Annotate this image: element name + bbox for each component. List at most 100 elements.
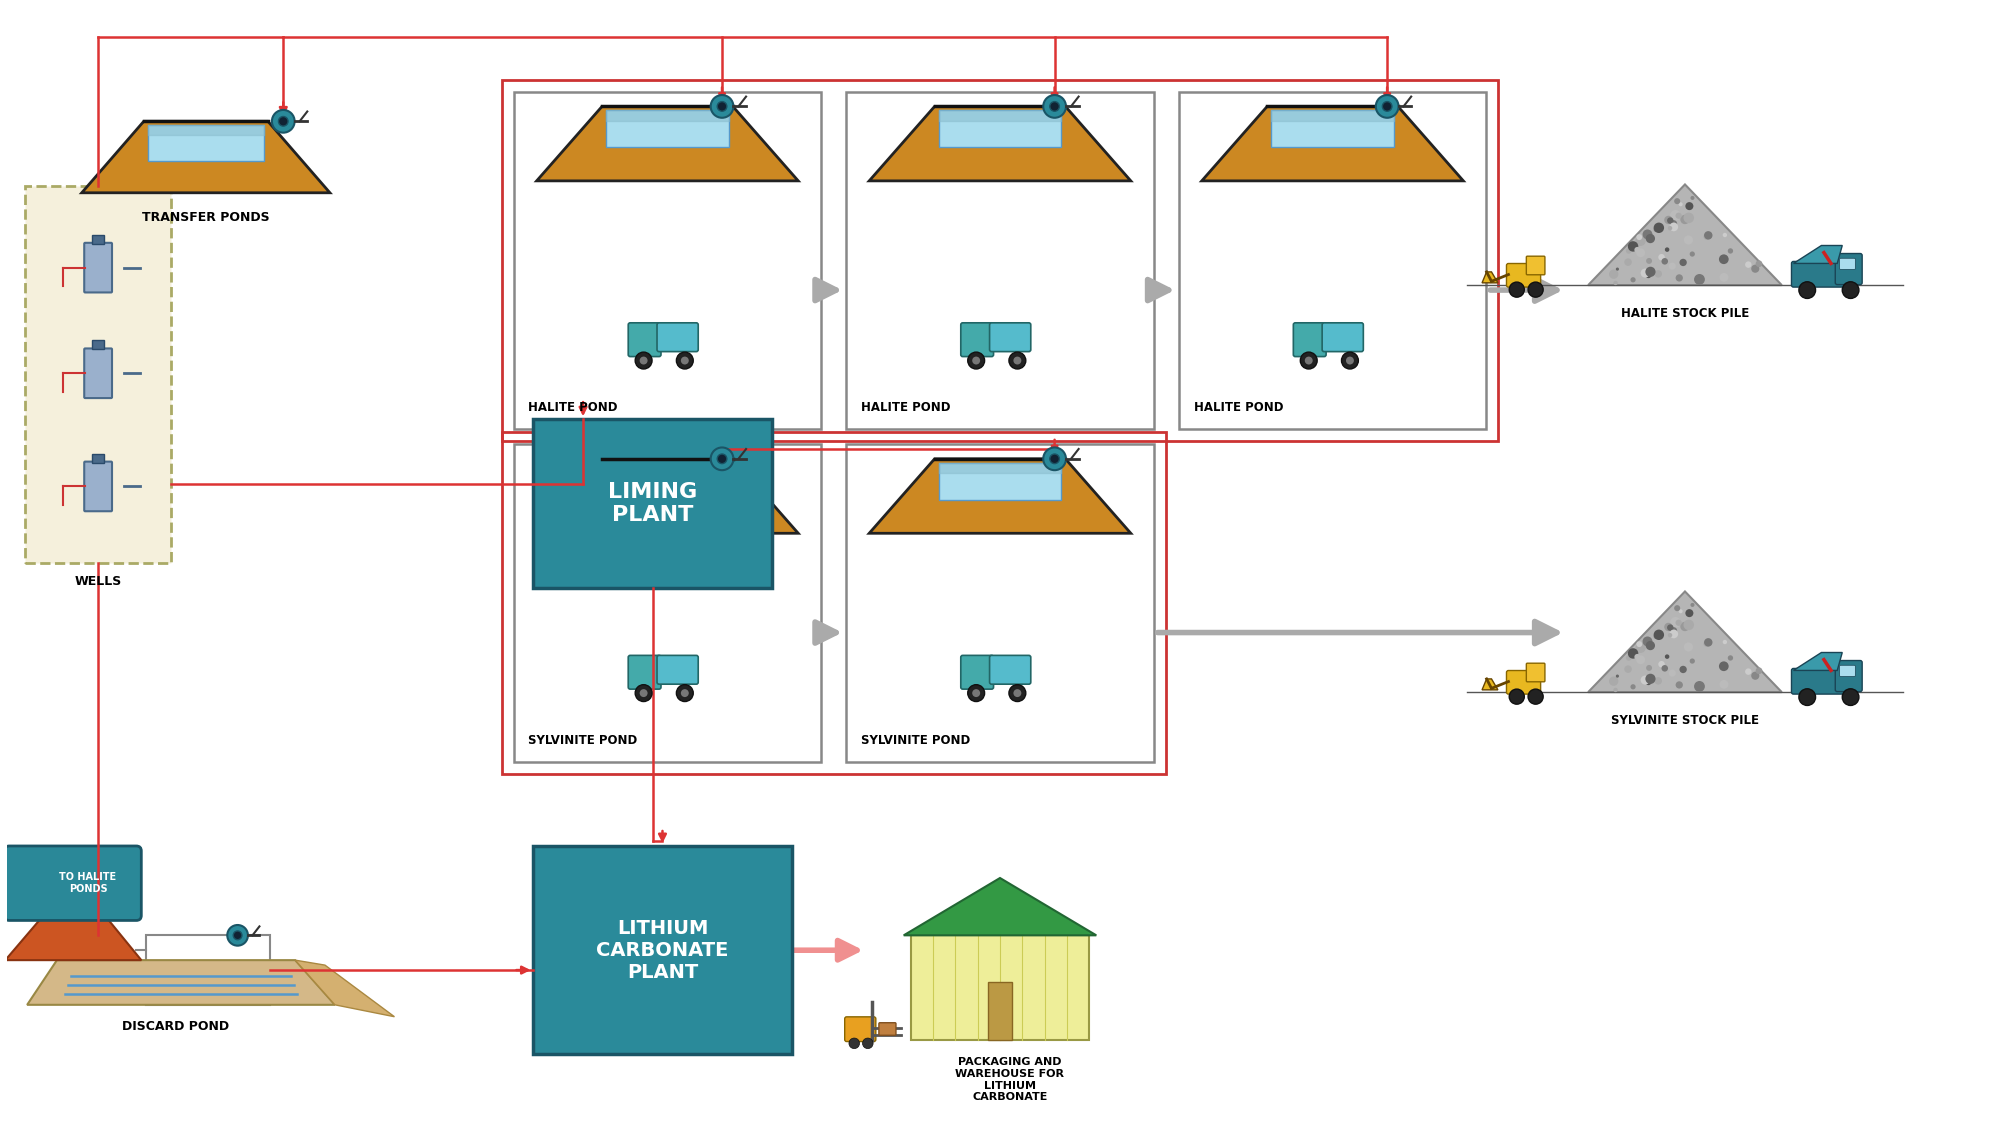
Circle shape bbox=[1646, 673, 1656, 684]
Circle shape bbox=[1704, 640, 1710, 647]
Polygon shape bbox=[606, 111, 728, 147]
FancyBboxPatch shape bbox=[628, 655, 660, 689]
FancyBboxPatch shape bbox=[990, 322, 1030, 352]
Circle shape bbox=[676, 685, 694, 702]
Circle shape bbox=[1704, 638, 1712, 647]
Circle shape bbox=[1658, 254, 1664, 261]
Circle shape bbox=[968, 352, 984, 369]
Circle shape bbox=[1630, 685, 1636, 689]
Circle shape bbox=[272, 110, 294, 133]
Circle shape bbox=[1718, 255, 1728, 264]
FancyBboxPatch shape bbox=[26, 186, 172, 563]
Circle shape bbox=[1670, 221, 1678, 227]
Circle shape bbox=[1722, 640, 1728, 645]
Circle shape bbox=[1300, 352, 1318, 369]
Bar bbox=[92, 234, 104, 243]
FancyBboxPatch shape bbox=[960, 322, 994, 357]
Circle shape bbox=[1704, 231, 1712, 240]
Circle shape bbox=[1616, 674, 1618, 678]
Circle shape bbox=[1628, 241, 1638, 251]
Circle shape bbox=[1756, 668, 1762, 674]
Circle shape bbox=[1680, 215, 1690, 224]
FancyBboxPatch shape bbox=[1836, 661, 1862, 692]
Polygon shape bbox=[938, 111, 1062, 147]
Circle shape bbox=[680, 357, 688, 365]
Circle shape bbox=[1044, 95, 1066, 118]
FancyBboxPatch shape bbox=[1322, 322, 1364, 352]
Circle shape bbox=[1014, 689, 1022, 697]
Polygon shape bbox=[938, 463, 1062, 499]
FancyBboxPatch shape bbox=[534, 846, 792, 1055]
Circle shape bbox=[1690, 195, 1694, 200]
Circle shape bbox=[1690, 602, 1694, 607]
Circle shape bbox=[1654, 634, 1658, 639]
Circle shape bbox=[1720, 680, 1728, 689]
Circle shape bbox=[636, 352, 652, 369]
Circle shape bbox=[848, 1038, 860, 1048]
FancyBboxPatch shape bbox=[658, 655, 698, 685]
Circle shape bbox=[1676, 620, 1682, 626]
Circle shape bbox=[1628, 648, 1638, 658]
Circle shape bbox=[1680, 258, 1686, 266]
Circle shape bbox=[968, 685, 984, 702]
Text: SYLVINITE POND: SYLVINITE POND bbox=[862, 734, 970, 746]
Polygon shape bbox=[1202, 106, 1464, 181]
Circle shape bbox=[1670, 223, 1678, 231]
Circle shape bbox=[680, 689, 688, 697]
Circle shape bbox=[1798, 689, 1816, 705]
Polygon shape bbox=[28, 960, 334, 1005]
Bar bbox=[988, 982, 1012, 1040]
Text: WELLS: WELLS bbox=[74, 575, 122, 588]
Circle shape bbox=[1636, 235, 1646, 246]
FancyBboxPatch shape bbox=[628, 322, 660, 357]
Circle shape bbox=[1668, 226, 1672, 231]
Circle shape bbox=[1642, 230, 1652, 239]
Circle shape bbox=[1646, 679, 1652, 685]
Circle shape bbox=[1664, 623, 1672, 631]
Text: TRANSFER PONDS: TRANSFER PONDS bbox=[142, 210, 270, 224]
Circle shape bbox=[718, 102, 726, 111]
Circle shape bbox=[1718, 662, 1728, 671]
Circle shape bbox=[1674, 198, 1680, 205]
Text: HALITE POND: HALITE POND bbox=[862, 401, 950, 414]
Circle shape bbox=[1654, 223, 1664, 233]
Circle shape bbox=[1646, 258, 1652, 264]
Text: LITHIUM
CARBONATE
PLANT: LITHIUM CARBONATE PLANT bbox=[596, 919, 728, 982]
Text: HALITE POND: HALITE POND bbox=[528, 401, 618, 414]
Circle shape bbox=[1304, 357, 1312, 365]
Text: LIMING
PLANT: LIMING PLANT bbox=[608, 482, 698, 525]
Circle shape bbox=[718, 454, 726, 464]
Polygon shape bbox=[1482, 679, 1498, 690]
Circle shape bbox=[1680, 665, 1686, 673]
FancyBboxPatch shape bbox=[990, 655, 1030, 685]
Circle shape bbox=[228, 925, 248, 945]
Circle shape bbox=[1684, 642, 1694, 652]
Circle shape bbox=[1664, 216, 1672, 224]
FancyBboxPatch shape bbox=[84, 462, 112, 511]
Circle shape bbox=[1690, 251, 1694, 257]
Circle shape bbox=[862, 1038, 874, 1048]
Polygon shape bbox=[606, 463, 728, 499]
Circle shape bbox=[1050, 102, 1060, 111]
Polygon shape bbox=[82, 121, 330, 193]
Circle shape bbox=[1658, 661, 1664, 668]
FancyBboxPatch shape bbox=[1792, 262, 1850, 287]
Circle shape bbox=[1510, 689, 1524, 704]
Text: PACKAGING AND
WAREHOUSE FOR
LITHIUM
CARBONATE: PACKAGING AND WAREHOUSE FOR LITHIUM CARB… bbox=[956, 1057, 1064, 1102]
Circle shape bbox=[1654, 677, 1662, 685]
Polygon shape bbox=[536, 458, 798, 534]
Circle shape bbox=[1676, 274, 1682, 281]
FancyBboxPatch shape bbox=[878, 1023, 896, 1036]
Circle shape bbox=[1684, 620, 1694, 630]
Circle shape bbox=[1676, 213, 1682, 218]
Circle shape bbox=[1646, 234, 1656, 243]
FancyBboxPatch shape bbox=[1840, 665, 1856, 677]
Circle shape bbox=[640, 689, 648, 697]
Circle shape bbox=[1616, 267, 1618, 271]
Circle shape bbox=[1670, 617, 1680, 628]
Circle shape bbox=[1630, 278, 1636, 282]
Polygon shape bbox=[1794, 653, 1842, 671]
FancyBboxPatch shape bbox=[534, 419, 772, 588]
Polygon shape bbox=[296, 960, 394, 1017]
Circle shape bbox=[1646, 272, 1652, 278]
